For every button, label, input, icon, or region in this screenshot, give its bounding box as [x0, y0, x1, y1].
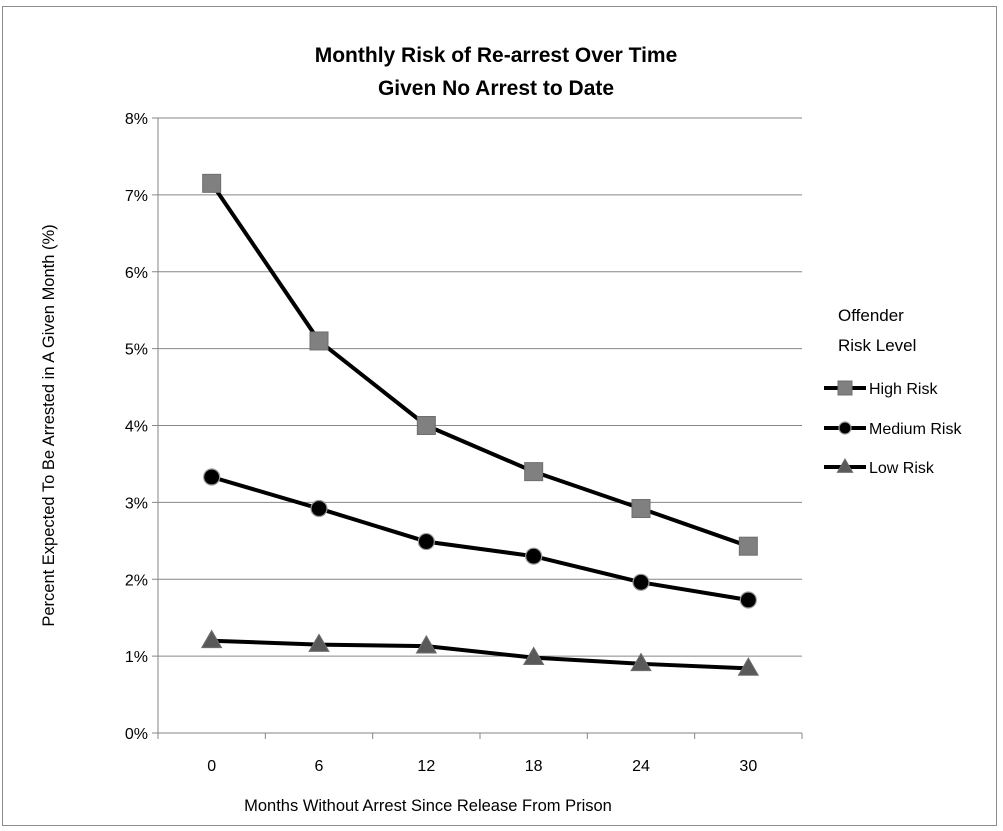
x-tick-label: 0 [207, 758, 216, 775]
y-tick-label: 4% [125, 419, 148, 436]
data-point-low-risk [200, 629, 223, 649]
y-tick-label: 3% [125, 495, 148, 512]
x-tick-label: 6 [315, 758, 324, 775]
legend-label-low-risk: Low Risk [869, 460, 935, 477]
data-point-low-risk [308, 633, 330, 652]
series-line-medium-risk [211, 475, 749, 602]
data-point-medium-risk [417, 532, 435, 551]
data-point-low-risk [737, 657, 760, 676]
chart-frame [2, 6, 997, 826]
data-point-low-risk [630, 652, 652, 672]
y-tick-label: 8% [125, 111, 148, 128]
legend-title: Risk Level [838, 336, 916, 355]
series-line-low-risk [211, 638, 749, 671]
data-point-medium-risk [739, 591, 757, 609]
x-tick-label: 12 [417, 758, 435, 775]
data-point-high-risk [631, 499, 651, 519]
data-point-high-risk [524, 462, 544, 482]
legend-label-medium-risk: Medium Risk [869, 421, 962, 438]
data-point-high-risk [309, 331, 329, 351]
legend-marker-medium-risk [838, 421, 852, 435]
y-axis-label: Percent Expected To Be Arrested in A Giv… [40, 224, 58, 626]
series-line-high-risk [210, 182, 749, 549]
data-point-low-risk [522, 646, 545, 666]
data-point-medium-risk [632, 573, 650, 591]
legend-marker-low-risk [836, 458, 854, 473]
y-tick-label: 7% [125, 188, 148, 205]
data-point-low-risk [415, 634, 438, 654]
legend-marker-high-risk [837, 380, 853, 396]
data-point-high-risk [738, 536, 758, 556]
y-tick-label: 5% [125, 342, 148, 359]
y-tick-label: 0% [125, 726, 148, 743]
data-point-medium-risk [310, 499, 328, 518]
x-axis-label: Months Without Arrest Since Release From… [244, 797, 612, 815]
x-tick-label: 18 [525, 758, 543, 775]
chart-title: Monthly Risk of Re-arrest Over Time [315, 44, 678, 67]
legend-title: Offender [838, 306, 904, 325]
y-tick-label: 1% [125, 649, 148, 666]
x-tick-label: 24 [632, 758, 650, 775]
x-tick-label: 30 [739, 758, 757, 775]
data-point-medium-risk [525, 547, 543, 565]
y-tick-label: 6% [125, 265, 148, 282]
data-point-high-risk [202, 173, 222, 193]
chart-subtitle: Given No Arrest to Date [378, 77, 614, 100]
y-tick-label: 2% [125, 572, 148, 589]
data-point-medium-risk [203, 468, 221, 486]
data-point-high-risk [416, 416, 436, 435]
legend-label-high-risk: High Risk [869, 381, 938, 398]
